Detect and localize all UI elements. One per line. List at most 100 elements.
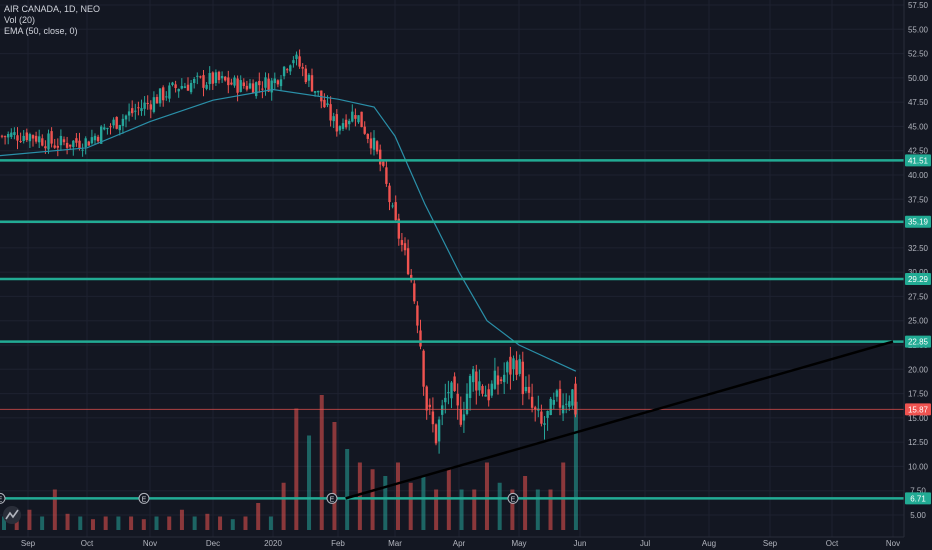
candle-body xyxy=(90,137,94,144)
candle-body xyxy=(403,243,407,251)
candle-body xyxy=(56,145,59,148)
time-tick-label: Dec xyxy=(206,539,220,548)
level-price-label: 41.51 xyxy=(908,156,929,165)
time-tick-label: Sep xyxy=(763,539,778,548)
candle-body xyxy=(558,388,562,408)
candle-body xyxy=(44,146,47,149)
candle-body xyxy=(348,120,351,125)
volume-bar xyxy=(27,509,32,530)
candle-body xyxy=(400,240,404,245)
volume-bar xyxy=(154,516,159,530)
candle-body xyxy=(472,369,475,383)
volume-bar xyxy=(383,476,388,530)
trendline xyxy=(345,340,894,500)
chart-legend: AIR CANADA, 1D, NEO Vol (20) EMA (50, cl… xyxy=(4,4,100,37)
candle-body xyxy=(527,386,531,393)
price-tick-label: 37.50 xyxy=(908,195,929,204)
candle-body xyxy=(354,115,357,119)
time-axis: Sep Oct Nov Dec 2020 Feb Mar Apr May Jun Jul Aug Sep… xyxy=(21,539,900,548)
earnings-marker-label: E xyxy=(511,496,516,503)
time-tick-label: May xyxy=(511,539,526,548)
volume-bar xyxy=(230,519,235,530)
time-tick-label: Apr xyxy=(453,539,466,548)
volume-bar xyxy=(307,435,312,530)
candle-body xyxy=(422,350,425,387)
level-price-label: 6.71 xyxy=(910,494,926,503)
volume-bar xyxy=(395,462,400,530)
volume-bar xyxy=(281,482,286,530)
candle-body xyxy=(199,76,202,78)
candle-body xyxy=(131,108,134,114)
volume-bar xyxy=(65,513,70,530)
candle-body xyxy=(397,218,400,239)
candle-body xyxy=(248,83,252,89)
candle-body xyxy=(214,72,218,83)
candle-body xyxy=(267,78,270,92)
candle-body xyxy=(251,83,255,94)
candle-body xyxy=(565,403,568,405)
candle-body xyxy=(239,80,242,92)
candle-body xyxy=(34,135,38,142)
time-tick-label: Oct xyxy=(826,539,839,548)
candle-body xyxy=(22,135,25,141)
candle-body xyxy=(382,161,385,166)
candle-body xyxy=(0,135,4,137)
candle-body xyxy=(543,423,546,425)
time-tick-label: Feb xyxy=(331,539,345,548)
current-price-tag xyxy=(905,403,931,416)
candle-body xyxy=(264,77,267,88)
current-price-label: 15.87 xyxy=(908,405,929,414)
candle-body xyxy=(236,78,239,93)
earnings-markers: EEEE xyxy=(0,492,519,504)
volume-bar xyxy=(129,516,134,530)
candle-body xyxy=(456,393,459,406)
candle-body xyxy=(388,185,391,203)
candle-body xyxy=(7,134,10,138)
candle-body xyxy=(273,78,276,84)
candle-body xyxy=(568,401,571,407)
price-tick-label: 30.00 xyxy=(908,268,929,277)
candle-body xyxy=(13,132,16,135)
candle-body xyxy=(165,96,168,98)
candle-body xyxy=(140,108,143,112)
volume-bar xyxy=(268,516,273,530)
candle-body xyxy=(211,72,214,84)
candle-body xyxy=(171,82,174,85)
earnings-marker-label: E xyxy=(330,496,335,503)
candle-body xyxy=(177,88,180,92)
volume-bar xyxy=(205,513,210,530)
tradingview-logo-icon[interactable] xyxy=(2,505,22,525)
candle-body xyxy=(391,205,394,207)
candle-body xyxy=(245,85,249,90)
candle-body xyxy=(434,424,438,444)
legend-symbol[interactable]: AIR CANADA, 1D, NEO xyxy=(4,4,101,14)
candle-body xyxy=(478,381,481,391)
candle-body xyxy=(50,131,53,144)
candle-body xyxy=(158,88,162,104)
legend-volume[interactable]: Vol (20) xyxy=(4,15,36,25)
candle-body xyxy=(41,138,44,146)
candle-body xyxy=(183,86,187,88)
candle-body xyxy=(10,132,13,137)
volume-bar xyxy=(52,489,57,530)
candle-body xyxy=(493,370,497,389)
candle-body xyxy=(416,305,419,326)
candle-body xyxy=(481,386,484,394)
candle-body xyxy=(149,104,152,110)
candle-body xyxy=(143,102,146,109)
candle-body xyxy=(329,104,332,121)
candle-body xyxy=(453,376,456,392)
legend-ema[interactable]: EMA (50, close, 0) xyxy=(4,26,78,36)
candle-body xyxy=(344,119,348,128)
price-tick-label: 25.00 xyxy=(908,317,929,326)
volume-bar xyxy=(472,489,477,530)
candle-body xyxy=(571,389,574,406)
candle-body xyxy=(295,54,298,59)
time-axis-bg xyxy=(0,537,932,550)
candle-body xyxy=(84,138,87,148)
earnings-marker-icon xyxy=(138,492,150,504)
candle-body xyxy=(530,396,534,408)
candle-body xyxy=(332,116,335,122)
candle-body xyxy=(276,80,280,85)
